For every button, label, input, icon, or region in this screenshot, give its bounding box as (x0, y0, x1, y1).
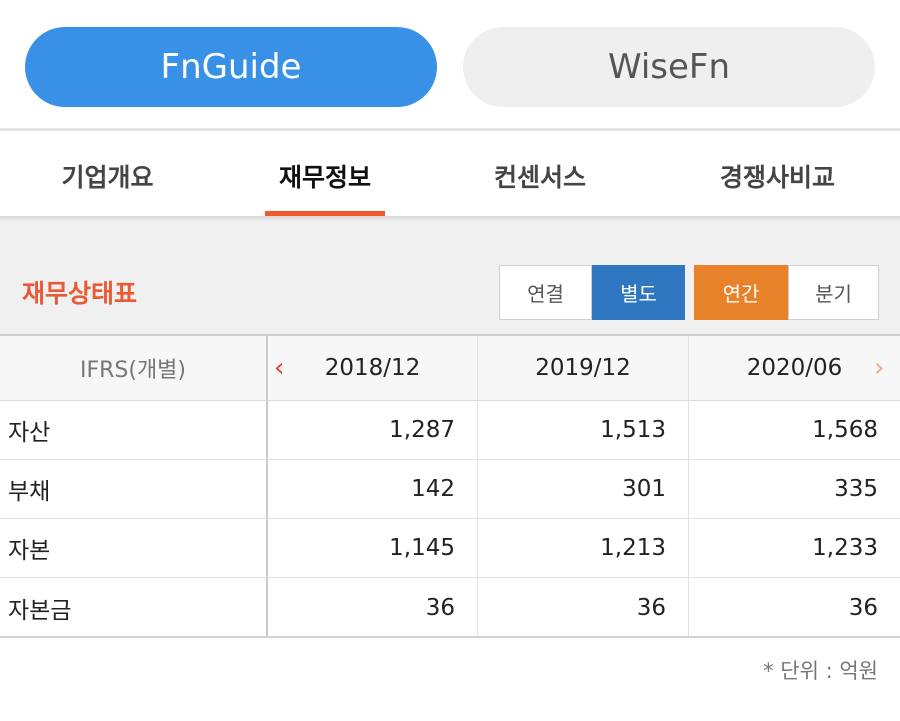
row-label: 부채 (0, 460, 268, 518)
main-tabs: 기업개요 재무정보 컨센서스 경쟁사비교 (0, 128, 900, 220)
table-cell: 301 (478, 460, 689, 518)
balance-sheet-table: IFRS(개별) 2018/12 2019/12 2020/06 ‹ › 자산 … (0, 334, 900, 637)
tab-consensus[interactable]: 컨센서스 (455, 131, 625, 220)
tab-label: 경쟁사비교 (719, 162, 835, 192)
tab-financial-info[interactable]: 재무정보 (265, 131, 385, 220)
table-row: 자산 1,287 1,513 1,568 (0, 401, 900, 460)
tab-label: 기업개요 (61, 162, 154, 192)
row-label: 자산 (0, 401, 268, 459)
table-cell: 1,213 (478, 519, 689, 577)
tabs-divider (0, 216, 900, 222)
source-switcher: FnGuide WiseFn (0, 0, 900, 128)
table-header-row: IFRS(개별) 2018/12 2019/12 2020/06 ‹ › (0, 336, 900, 401)
balance-sheet-header: 재무상태표 연결 별도 연간 분기 (0, 222, 900, 334)
period-header: 2019/12 (478, 336, 689, 400)
unit-note: * 단위 : 억원 (763, 659, 878, 683)
tab-label: 컨센서스 (493, 162, 586, 192)
table-cell: 142 (268, 460, 478, 518)
fnguide-button[interactable]: FnGuide (25, 27, 437, 107)
table-cell: 1,513 (478, 401, 689, 459)
consolidated-toggle[interactable]: 연결 (499, 265, 592, 320)
table-row: 자본 1,145 1,213 1,233 (0, 519, 900, 578)
table-cell: 1,145 (268, 519, 478, 577)
table-cell: 1,233 (812, 535, 878, 561)
active-tab-indicator (265, 211, 385, 217)
section-title: 재무상태표 (22, 279, 138, 308)
row-label: 자본금 (0, 578, 268, 637)
table-row: 자본금 36 36 36 (0, 578, 900, 637)
tab-label: 재무정보 (278, 162, 371, 192)
table-cell: 1,568 (812, 417, 878, 443)
table-row: 부채 142 301 335 (0, 460, 900, 519)
table-cell: 36 (478, 578, 689, 637)
wisefn-button[interactable]: WiseFn (463, 27, 875, 107)
table-cell: 36 (268, 578, 478, 637)
table-cell: 36 (848, 594, 878, 621)
chevron-left-icon[interactable]: ‹ (274, 353, 285, 383)
quarterly-toggle[interactable]: 분기 (788, 265, 879, 320)
chevron-right-icon[interactable]: › (874, 353, 885, 383)
table-cell: 1,287 (268, 401, 478, 459)
table-cell: 335 (834, 476, 878, 502)
standard-label: IFRS(개별) (0, 336, 268, 400)
period-header: 2018/12 (268, 336, 478, 400)
tab-company-overview[interactable]: 기업개요 (0, 131, 215, 220)
separate-toggle[interactable]: 별도 (592, 265, 685, 320)
row-label: 자본 (0, 519, 268, 577)
annual-toggle[interactable]: 연간 (694, 265, 788, 320)
table-bottom-border (0, 636, 900, 638)
period-header: 2020/06 (746, 355, 843, 381)
tab-competitor-compare[interactable]: 경쟁사비교 (690, 131, 865, 220)
